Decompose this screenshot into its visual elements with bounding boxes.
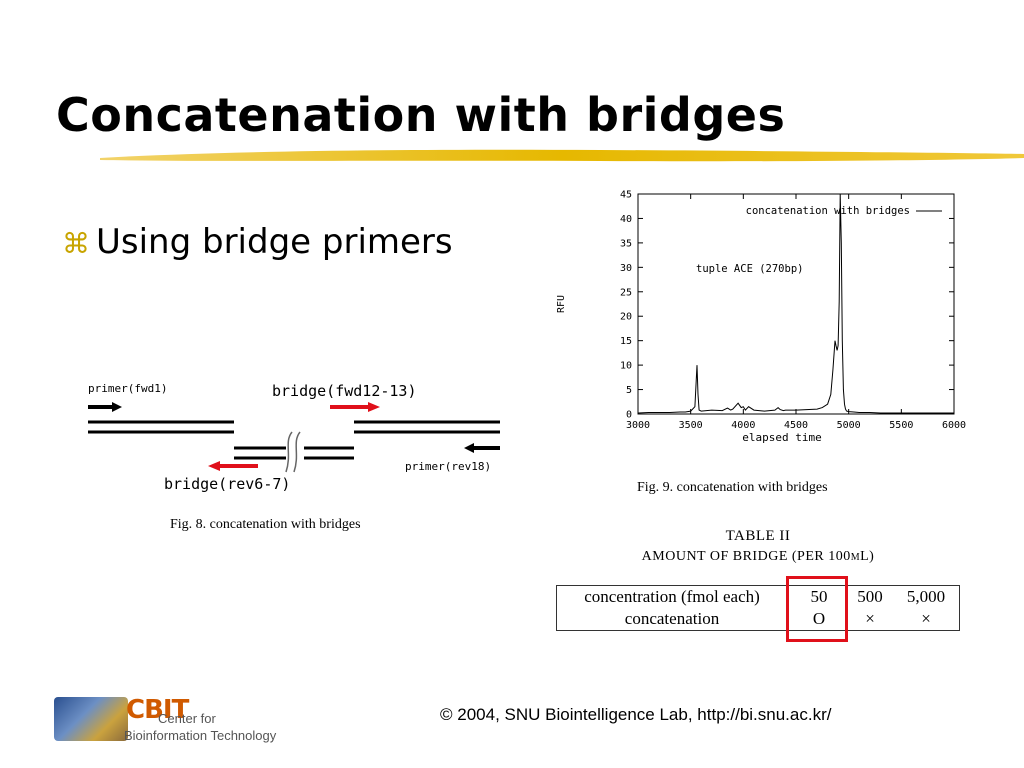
y-tick-label: 25 bbox=[620, 287, 632, 298]
y-tick-label: 5 bbox=[626, 385, 632, 396]
x-axis-label: elapsed time bbox=[742, 431, 821, 444]
row-header: concatenation bbox=[624, 609, 720, 628]
table-row: concatenation O × × bbox=[557, 608, 959, 630]
cell-result-50: O bbox=[812, 609, 826, 628]
y-axis-label: RFU bbox=[556, 295, 567, 313]
break-symbol bbox=[285, 431, 301, 473]
x-tick-label: 4500 bbox=[784, 420, 808, 431]
command-icon: ⌘ bbox=[62, 227, 90, 260]
y-tick-label: 45 bbox=[620, 190, 632, 201]
x-tick-label: 3500 bbox=[679, 420, 703, 431]
bullet-text: Using bridge primers bbox=[96, 222, 453, 262]
cell-50: 50 bbox=[810, 587, 828, 606]
arrow-fwd1 bbox=[88, 402, 122, 412]
logo-line1: Center for bbox=[158, 711, 216, 726]
figure9-caption: Fig. 9. concatenation with bridges bbox=[637, 480, 828, 495]
figure9-chart: 3000 3500 4000 4500 5000 5500 6000 0 5 10 15 20 25 30… bbox=[556, 190, 966, 445]
y-tick-label: 40 bbox=[620, 214, 632, 225]
y-tick-label: 0 bbox=[626, 410, 632, 421]
x-tick-label: 3000 bbox=[626, 420, 650, 431]
x-tick-label: 4000 bbox=[731, 420, 755, 431]
legend-label: concatenation with bridges bbox=[746, 205, 910, 217]
x-tick-label: 5000 bbox=[837, 420, 861, 431]
label-primer-rev18: primer(rev18) bbox=[405, 460, 491, 473]
bullet-item: ⌘ Using bridge primers bbox=[62, 222, 453, 262]
cbit-logo: CBIT Center for Bioinformation Technolog… bbox=[54, 695, 276, 745]
cell-result-5000: × bbox=[921, 609, 931, 628]
cell-5000: 5,000 bbox=[906, 587, 946, 606]
logo-cbit-text: CBIT bbox=[126, 695, 189, 725]
y-tick-label: 20 bbox=[620, 312, 632, 323]
arrow-rev18 bbox=[464, 443, 500, 453]
slide-title: Concatenation with bridges bbox=[56, 88, 786, 142]
x-tick-label: 6000 bbox=[942, 420, 966, 431]
table-subtitle: AMOUNT OF BRIDGE (PER 100μL) bbox=[641, 549, 875, 564]
label-bridge-rev6-7: bridge(rev6-7) bbox=[164, 475, 290, 493]
table-ii: concentration (fmol each) 50 500 5,000 c… bbox=[556, 585, 960, 631]
chart-annotation: tuple ACE (270bp) bbox=[696, 263, 803, 275]
logo-image bbox=[54, 697, 128, 741]
highlight-box bbox=[786, 576, 848, 642]
figure8-caption: Fig. 8. concatenation with bridges bbox=[170, 517, 361, 532]
label-primer-fwd1: primer(fwd1) bbox=[88, 382, 167, 395]
y-tick-label: 30 bbox=[620, 263, 632, 274]
footer-copyright: © 2004, SNU Biointelligence Lab, http://… bbox=[440, 705, 832, 724]
title-underline bbox=[100, 149, 1024, 162]
arrow-bridge-rev6-7 bbox=[208, 461, 258, 471]
table-row: concentration (fmol each) 50 500 5,000 bbox=[557, 586, 959, 608]
y-tick-label: 10 bbox=[620, 361, 632, 372]
plot-frame bbox=[637, 193, 955, 415]
figure8-diagram: primer(fwd1) bridge(fwd12-13) primer(rev… bbox=[88, 382, 500, 493]
cell-result-500: × bbox=[865, 609, 875, 628]
label-bridge-fwd12-13: bridge(fwd12-13) bbox=[272, 382, 417, 400]
row-header: concentration (fmol each) bbox=[584, 587, 760, 606]
y-tick-label: 35 bbox=[620, 238, 632, 249]
table-title: TABLE II bbox=[725, 528, 791, 544]
y-tick-label: 15 bbox=[620, 336, 632, 347]
logo-line2: Bioinformation Technology bbox=[124, 728, 277, 743]
cell-500: 500 bbox=[857, 587, 883, 606]
series-line bbox=[637, 193, 954, 414]
arrow-bridge-fwd12-13 bbox=[330, 402, 380, 412]
x-tick-label: 5500 bbox=[889, 420, 913, 431]
